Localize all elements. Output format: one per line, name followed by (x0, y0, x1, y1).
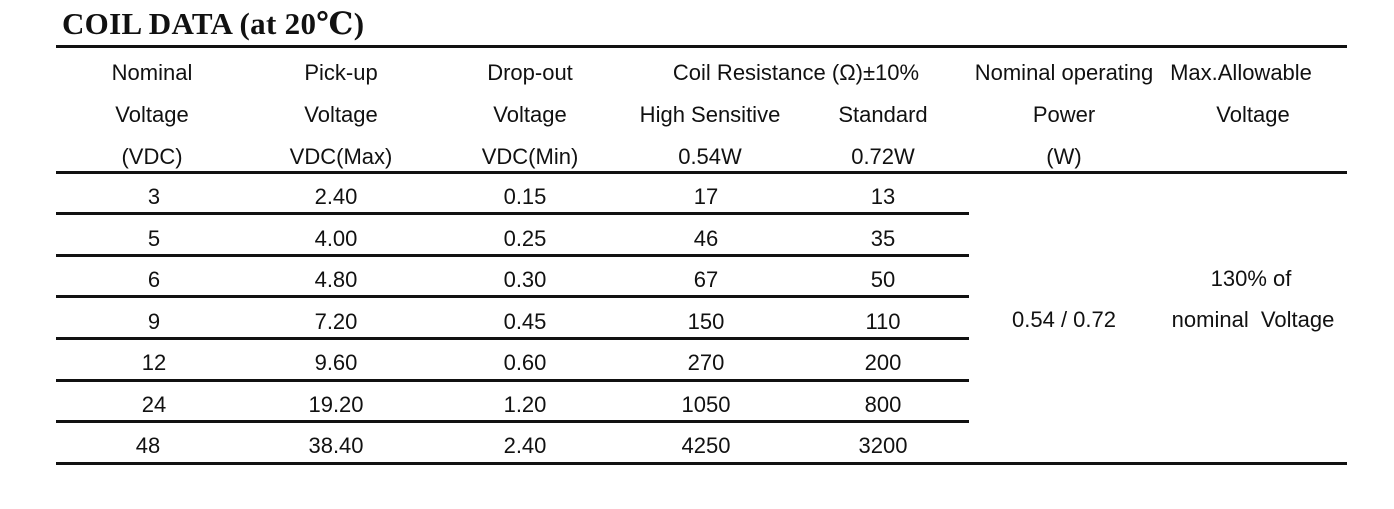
cell-nominal: 12 (141, 350, 167, 375)
header-high-sensitive-line1: High Sensitive (639, 102, 781, 127)
header-max-allowable-line2: Voltage (1216, 102, 1290, 127)
header-nominal-line3: (VDC) (121, 144, 183, 169)
cell-pickup: 4.00 (314, 226, 358, 251)
cell-pickup: 19.20 (308, 392, 364, 417)
cell-nominal: 5 (147, 226, 161, 251)
header-dropout-line3: VDC(Min) (481, 144, 579, 169)
row-divider (56, 420, 969, 423)
cell-high-sensitive: 150 (687, 309, 725, 334)
header-power-line2: Power (1032, 102, 1096, 127)
header-pickup-line1: Pick-up (304, 60, 378, 85)
cell-high-sensitive: 270 (687, 350, 725, 375)
cell-dropout: 0.30 (503, 267, 547, 292)
header-power-line1: Nominal operating (974, 60, 1154, 85)
cell-nominal: 48 (135, 433, 161, 458)
table-top-rule (56, 45, 1347, 48)
cell-standard: 200 (864, 350, 902, 375)
cell-high-sensitive: 1050 (681, 392, 731, 417)
cell-dropout: 0.60 (503, 350, 547, 375)
header-nominal-line2: Voltage (115, 102, 189, 127)
cell-nominal: 9 (147, 309, 161, 334)
cell-pickup: 4.80 (314, 267, 358, 292)
cell-dropout: 0.45 (503, 309, 547, 334)
cell-pickup: 7.20 (314, 309, 358, 334)
header-dropout-line2: Voltage (493, 102, 567, 127)
cell-pickup: 9.60 (314, 350, 358, 375)
cell-high-sensitive: 67 (693, 267, 719, 292)
row-divider (56, 295, 969, 298)
cell-standard: 35 (870, 226, 896, 251)
max-voltage-line1: 130% of (1210, 266, 1292, 291)
cell-pickup: 38.40 (308, 433, 364, 458)
cell-nominal: 3 (147, 184, 161, 209)
cell-high-sensitive: 4250 (681, 433, 731, 458)
header-pickup-line3: VDC(Max) (289, 144, 393, 169)
cell-standard: 3200 (858, 433, 908, 458)
header-pickup-line2: Voltage (304, 102, 378, 127)
header-standard-line2: 0.72W (851, 144, 915, 169)
header-max-allowable-line1: Max.Allowable (1170, 60, 1312, 85)
cell-standard: 800 (864, 392, 902, 417)
page-title: COIL DATA (at 20℃) (62, 6, 365, 41)
cell-dropout: 0.25 (503, 226, 547, 251)
cell-standard: 50 (870, 267, 896, 292)
row-divider (56, 212, 969, 215)
cell-nominal: 24 (141, 392, 167, 417)
cell-nominal: 6 (147, 267, 161, 292)
cell-dropout: 1.20 (503, 392, 547, 417)
header-high-sensitive-line2: 0.54W (678, 144, 742, 169)
header-bottom-rule (56, 171, 1347, 174)
power-value: 0.54 / 0.72 (1012, 307, 1116, 332)
cell-high-sensitive: 46 (693, 226, 719, 251)
header-dropout-line1: Drop-out (487, 60, 573, 85)
cell-standard: 13 (870, 184, 896, 209)
cell-standard: 110 (865, 309, 901, 334)
row-divider (56, 379, 969, 382)
header-standard-line1: Standard (838, 102, 928, 127)
header-power-line3: (W) (1046, 144, 1082, 169)
cell-dropout: 2.40 (503, 433, 547, 458)
header-nominal-line1: Nominal (111, 60, 193, 85)
row-divider (56, 337, 969, 340)
cell-dropout: 0.15 (503, 184, 547, 209)
max-voltage-line2: nominal Voltage (1171, 307, 1335, 332)
cell-pickup: 2.40 (314, 184, 358, 209)
row-divider (56, 254, 969, 257)
table-bottom-rule (56, 462, 1347, 465)
cell-high-sensitive: 17 (693, 184, 719, 209)
header-coil-resistance: Coil Resistance (Ω)±10% (672, 60, 920, 85)
